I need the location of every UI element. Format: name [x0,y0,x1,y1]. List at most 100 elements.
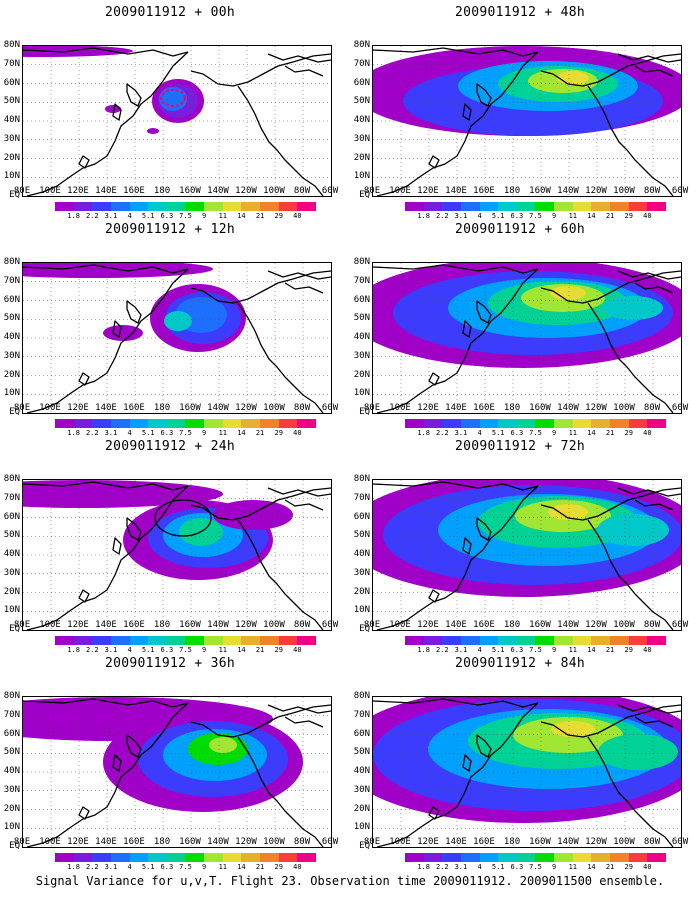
colorbar [55,636,316,645]
colorbar-labels: 1.8 2.2 3.1 4 5.1 6.3 7.5 9 11 14 21 29 40 [405,864,666,872]
longitude-label: 120E [67,186,89,196]
colorbar-tick-label: 4 [477,429,482,437]
longitude-label: 120E [67,837,89,847]
longitude-label: 100E [389,620,411,630]
colorbar-swatch [610,636,629,645]
colorbar-swatch [110,853,130,862]
colorbar-tick-label: 1.8 [67,212,80,220]
coastline [540,704,681,738]
colorbar-swatch [241,636,261,645]
colorbar-swatch [591,419,611,428]
colorbar-labels: 1.8 2.2 3.1 4 5.1 6.3 7.5 9 11 14 21 29 40 [55,864,316,872]
colorbar-swatch [460,202,480,211]
colorbar-tick-label: 1.8 [417,646,430,654]
colorbar-tick-label: 11 [218,646,227,654]
coastline [126,517,142,541]
coastline [112,103,122,121]
latitude-label: 40N [353,766,370,776]
map-plot [372,479,682,631]
latitude-label: 50N [353,747,370,758]
colorbar-swatch [572,636,592,645]
variance-contour [23,263,213,278]
latitude-label: 60N [3,728,20,739]
longitude-label: 180 [153,837,171,847]
colorbar-swatch [460,853,480,862]
figure-caption: Signal Variance for u,v,T. Flight 23. Ob… [35,874,665,888]
colorbar-tick-label: 6.3 [510,212,524,220]
colorbar-swatch [110,636,130,645]
colorbar-tick-label: 29 [274,646,283,654]
colorbar-tick-label: 14 [237,863,246,871]
colorbar-swatch [442,853,461,862]
latitude-label: 50N [3,96,20,107]
colorbar-tick-label: 21 [255,212,265,220]
longitude-label: 140W [557,620,579,630]
longitude-label: 160W [179,837,201,847]
longitude-label: 160W [529,620,551,630]
colorbar-swatch [222,636,242,645]
longitude-label: 120E [417,837,439,847]
longitude-label: 140W [557,403,579,413]
latitude-label: 20N [3,369,20,380]
longitude-label: 120E [417,620,439,630]
colorbar-swatch [498,419,517,428]
latitude-label: 30N [353,133,370,144]
colorbar-swatch [129,636,149,645]
colorbar-swatch [185,202,205,211]
latitude-label: 80N [353,40,370,50]
colorbar-swatch [628,202,648,211]
longitude-label: 80W [293,403,311,413]
longitude-label: 140E [95,403,117,413]
colorbar [405,853,666,862]
latitude-label: 20N [3,803,20,814]
colorbar-swatch [129,853,149,862]
longitude-label: 140E [95,620,117,630]
coastline [23,481,189,491]
latitude-label: 70N [3,492,20,503]
longitude-label: 160E [473,403,495,413]
coastline [112,754,122,772]
colorbar-tick-label: 3.1 [454,429,468,437]
longitude-label: 160E [123,186,145,196]
latitude-label: 60N [353,77,370,88]
colorbar-tick-label: 2.2 [85,863,99,871]
panel-72h: 2009011912 + 72h 80N 70N 60N 50N 40N 30N 20N 10… [350,439,690,659]
colorbar-swatch [92,853,111,862]
colorbar-tick-label: 3.1 [104,212,118,220]
coastline [26,702,189,847]
colorbar-swatch [129,419,149,428]
latitude-label: 80N [353,691,370,701]
colorbar-swatch [241,853,261,862]
colorbar-tick-label: 5.1 [491,429,505,437]
colorbar-labels: 1.8 2.2 3.1 4 5.1 6.3 7.5 9 11 14 21 29 40 [405,430,666,438]
colorbar-swatch [405,636,424,645]
colorbar-swatch [297,202,316,211]
coastline [376,485,539,630]
colorbar-swatch [148,853,167,862]
colorbar-swatch [479,419,499,428]
panel-84h: 2009011912 + 84h 80N 70N 60N 50N 40N 30N 20N 10… [350,656,690,876]
coastline [112,320,122,338]
colorbar-tick-label: 5.1 [491,863,505,871]
colorbar-labels: 1.8 2.2 3.1 4 5.1 6.3 7.5 9 11 14 21 29 40 [405,647,666,655]
colorbar-tick-label: 11 [568,429,577,437]
colorbar-swatch [204,636,223,645]
colorbar-swatch [479,202,499,211]
longitude-label: 100W [613,837,635,847]
colorbar-swatch [166,202,186,211]
longitude-label: 160E [123,403,145,413]
longitude-label: 80E [363,620,381,630]
colorbar-swatch [498,853,517,862]
longitude-label: 80E [13,186,31,196]
longitude-label: 80W [643,837,661,847]
colorbar-tick-label: 6.3 [510,646,524,654]
colorbar-tick-label: 14 [587,863,596,871]
coastline [587,302,674,413]
panel-title: 2009011912 + 24h [104,439,236,454]
colorbar-tick-label: 21 [605,646,615,654]
colorbar-swatch [442,636,461,645]
panel-title: 2009011912 + 12h [104,222,236,237]
coastline [617,270,681,280]
colorbar-tick-label: 21 [605,212,615,220]
initial-perturbation-marker [160,89,186,107]
